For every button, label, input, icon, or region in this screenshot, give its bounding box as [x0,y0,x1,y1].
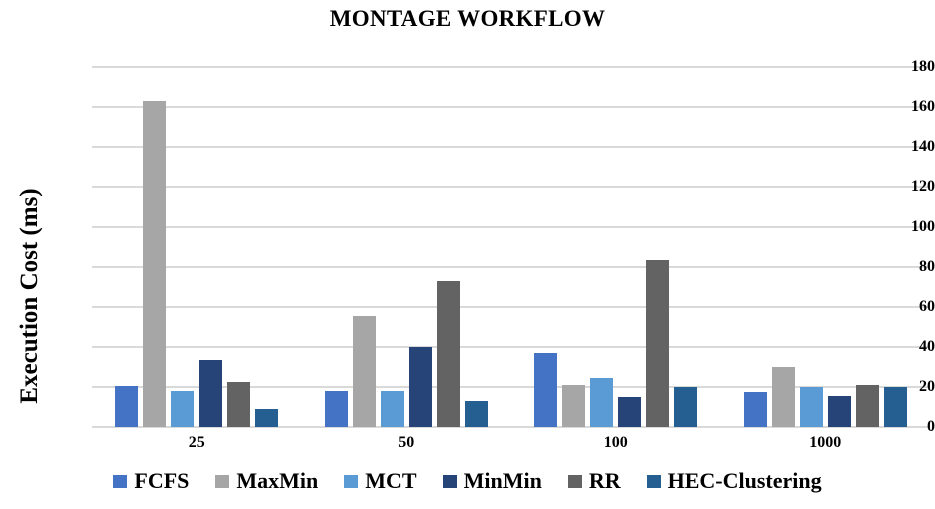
legend-item-fcfs: FCFS [113,468,189,494]
bar-maxmin-50 [352,316,376,427]
gridline-y-60 [92,306,930,308]
y-tick-label-140: 140 [911,138,935,155]
legend-item-rr: RR [567,468,621,494]
bar-fcfs-50 [324,391,348,427]
bar-hec-clustering-1000 [883,387,907,427]
bar-rr-50 [436,281,460,427]
legend-label-rr: RR [588,468,621,493]
bar-rr-1000 [855,385,879,427]
y-axis-title: Execution Cost (ms) [16,188,43,404]
bar-mct-1000 [799,387,823,427]
bar-mct-50 [380,391,404,427]
chart-title: MONTAGE WORKFLOW [329,6,606,31]
bar-fcfs-100 [534,353,558,427]
bar-maxmin-1000 [771,367,795,427]
y-tick-label-100: 100 [911,218,935,235]
legend-item-minmin: MinMin [442,468,542,494]
y-tick-label-20: 20 [919,378,935,395]
bar-mct-100 [590,378,614,427]
legend-item-mct: MCT [344,468,417,494]
gridline-y-40 [92,346,930,348]
y-tick-label-180: 180 [911,58,935,75]
gridline-y-100 [92,226,930,228]
bar-fcfs-25 [115,386,139,427]
legend: FCFS MaxMin MCT MinMin RR HEC-Clustering [0,468,935,494]
bar-minmin-50 [408,347,432,427]
y-tick-label-60: 60 [919,298,935,315]
y-tick-label-80: 80 [919,258,935,275]
legend-item-hec-clustering: HEC-Clustering [646,468,822,494]
legend-swatch-maxmin [215,474,230,488]
gridline-y-20 [92,386,930,388]
bar-mct-25 [171,391,195,427]
gridline-y-160 [92,106,930,108]
y-tick-label-40: 40 [919,338,935,355]
bar-hec-clustering-100 [674,387,698,427]
bar-minmin-100 [618,397,642,427]
legend-swatch-mct [344,474,359,488]
legend-swatch-hec-clustering [646,474,661,488]
legend-swatch-minmin [442,474,457,488]
legend-swatch-fcfs [113,474,128,488]
legend-label-fcfs: FCFS [134,468,190,493]
bar-minmin-25 [199,360,223,427]
gridline-y-140 [92,146,930,148]
y-tick-label-160: 160 [911,98,935,115]
gridline-y-80 [92,266,930,268]
gridline-y-180 [92,66,930,68]
plot-area [92,66,930,428]
bar-maxmin-25 [143,101,167,427]
bar-rr-100 [646,260,670,427]
bar-fcfs-1000 [743,392,767,427]
bar-rr-25 [227,382,251,427]
y-tick-label-120: 120 [911,178,935,195]
bar-minmin-1000 [827,396,851,427]
gridline-y-0 [92,426,930,428]
x-tick-label-1000: 1000 [809,434,842,451]
x-tick-label-100: 100 [603,434,628,451]
legend-label-hec-clustering: HEC-Clustering [667,468,822,493]
legend-item-maxmin: MaxMin [215,468,318,494]
bar-maxmin-100 [562,385,586,427]
legend-swatch-rr [567,474,582,488]
y-tick-label-0: 0 [927,418,935,435]
gridline-y-120 [92,186,930,188]
bar-hec-clustering-25 [255,409,279,427]
x-tick-label-50: 50 [398,434,415,451]
legend-label-minmin: MinMin [463,468,542,493]
bar-hec-clustering-50 [464,401,488,427]
legend-label-maxmin: MaxMin [236,468,319,493]
legend-label-mct: MCT [365,468,417,493]
x-tick-label-25: 25 [188,434,205,451]
